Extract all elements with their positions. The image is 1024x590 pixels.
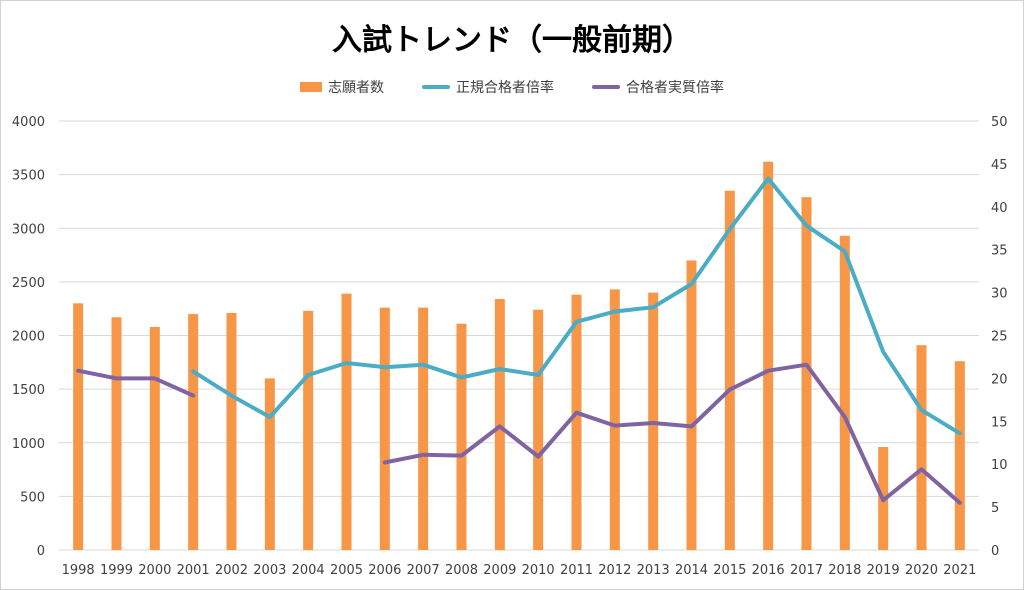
chart-title: 入試トレンド（一般前期） bbox=[332, 23, 692, 58]
bar-2006 bbox=[379, 307, 390, 550]
bar-2008 bbox=[456, 323, 467, 550]
bar-2010 bbox=[533, 309, 544, 550]
x-tick-2002: 2002 bbox=[215, 563, 248, 578]
bar-2020 bbox=[916, 345, 927, 550]
right-tick-label: 30 bbox=[991, 287, 1008, 302]
legend-swatch-regular-ratio bbox=[422, 85, 450, 89]
bar-2001 bbox=[188, 314, 199, 550]
lines bbox=[76, 176, 962, 505]
x-tick-2006: 2006 bbox=[368, 563, 401, 578]
x-tick-2008: 2008 bbox=[445, 563, 478, 578]
x-tick-2000: 2000 bbox=[138, 563, 171, 578]
legend-swatch-actual-ratio bbox=[592, 85, 620, 89]
right-tick-label: 15 bbox=[991, 415, 1008, 430]
left-tick-label: 4000 bbox=[12, 115, 45, 130]
x-tick-2020: 2020 bbox=[905, 563, 938, 578]
right-tick-label: 40 bbox=[991, 201, 1008, 216]
left-axis-ticks: 0 500 1000 1500 2000 2500 3000 3500 4000 bbox=[12, 115, 45, 559]
x-tick-2011: 2011 bbox=[560, 563, 593, 578]
x-axis-ticks: 1998 1999 2000 2001 2002 2003 2004 2005 2006 2007… bbox=[62, 563, 977, 578]
x-tick-2013: 2013 bbox=[637, 563, 670, 578]
x-tick-2017: 2017 bbox=[790, 563, 823, 578]
bar-2005 bbox=[341, 293, 352, 550]
right-tick-label: 45 bbox=[991, 158, 1008, 173]
bar-2011 bbox=[571, 294, 582, 550]
bar-2016 bbox=[763, 161, 774, 550]
x-tick-2010: 2010 bbox=[522, 563, 555, 578]
right-tick-label: 0 bbox=[991, 544, 999, 559]
x-tick-2021: 2021 bbox=[943, 563, 976, 578]
bar-2014 bbox=[686, 260, 697, 550]
x-tick-1999: 1999 bbox=[100, 563, 133, 578]
x-tick-2016: 2016 bbox=[752, 563, 785, 578]
x-tick-2018: 2018 bbox=[828, 563, 861, 578]
x-tick-2001: 2001 bbox=[177, 563, 210, 578]
line-series-1 bbox=[382, 362, 962, 505]
left-tick-label: 500 bbox=[20, 490, 45, 505]
bar-2004 bbox=[303, 310, 314, 550]
x-tick-2019: 2019 bbox=[867, 563, 900, 578]
bar-2021 bbox=[954, 361, 965, 550]
x-tick-1998: 1998 bbox=[62, 563, 95, 578]
right-tick-label: 35 bbox=[991, 244, 1008, 259]
bar-2015 bbox=[724, 190, 735, 550]
x-tick-2009: 2009 bbox=[483, 563, 516, 578]
bar-1999 bbox=[111, 317, 122, 550]
bar-1998 bbox=[73, 303, 84, 550]
left-tick-label: 2000 bbox=[12, 330, 45, 345]
right-axis-ticks: 0 5 10 15 20 25 30 35 40 45 50 bbox=[991, 115, 1008, 559]
bar-2000 bbox=[149, 326, 160, 550]
line-series-1 bbox=[76, 368, 196, 398]
x-tick-2012: 2012 bbox=[598, 563, 631, 578]
right-tick-label: 20 bbox=[991, 372, 1008, 387]
bar-2012 bbox=[609, 289, 620, 550]
legend-item-regular-ratio: 正規合格者倍率 bbox=[422, 77, 554, 97]
x-tick-2003: 2003 bbox=[253, 563, 286, 578]
legend-item-applicants: 志願者数 bbox=[300, 77, 384, 97]
x-tick-2014: 2014 bbox=[675, 563, 708, 578]
bar-2018 bbox=[839, 235, 850, 550]
x-tick-2004: 2004 bbox=[292, 563, 325, 578]
left-tick-label: 3500 bbox=[12, 169, 45, 184]
left-tick-label: 2500 bbox=[12, 276, 45, 291]
legend-label-actual-ratio: 合格者実質倍率 bbox=[626, 80, 724, 96]
right-tick-label: 5 bbox=[991, 501, 999, 516]
bar-2003 bbox=[264, 378, 275, 550]
x-tick-2015: 2015 bbox=[713, 563, 746, 578]
line-series-0 bbox=[191, 176, 962, 436]
left-tick-label: 3000 bbox=[12, 222, 45, 237]
bar-2017 bbox=[801, 197, 812, 550]
bar-2002 bbox=[226, 312, 237, 550]
x-tick-2007: 2007 bbox=[407, 563, 440, 578]
legend-swatch-applicants bbox=[300, 82, 322, 92]
legend-item-actual-ratio: 合格者実質倍率 bbox=[592, 77, 724, 97]
legend-label-applicants: 志願者数 bbox=[328, 80, 384, 96]
bar-2007 bbox=[418, 307, 429, 550]
left-tick-label: 1000 bbox=[12, 437, 45, 452]
right-tick-label: 10 bbox=[991, 458, 1008, 473]
legend: 志願者数 正規合格者倍率 合格者実質倍率 bbox=[1, 77, 1023, 97]
legend-label-regular-ratio: 正規合格者倍率 bbox=[456, 80, 554, 96]
x-tick-2005: 2005 bbox=[330, 563, 363, 578]
left-tick-label: 1500 bbox=[12, 383, 45, 398]
right-tick-label: 25 bbox=[991, 330, 1008, 345]
right-tick-label: 50 bbox=[991, 115, 1008, 130]
bars-applicants bbox=[73, 161, 965, 550]
left-tick-label: 0 bbox=[37, 544, 45, 559]
